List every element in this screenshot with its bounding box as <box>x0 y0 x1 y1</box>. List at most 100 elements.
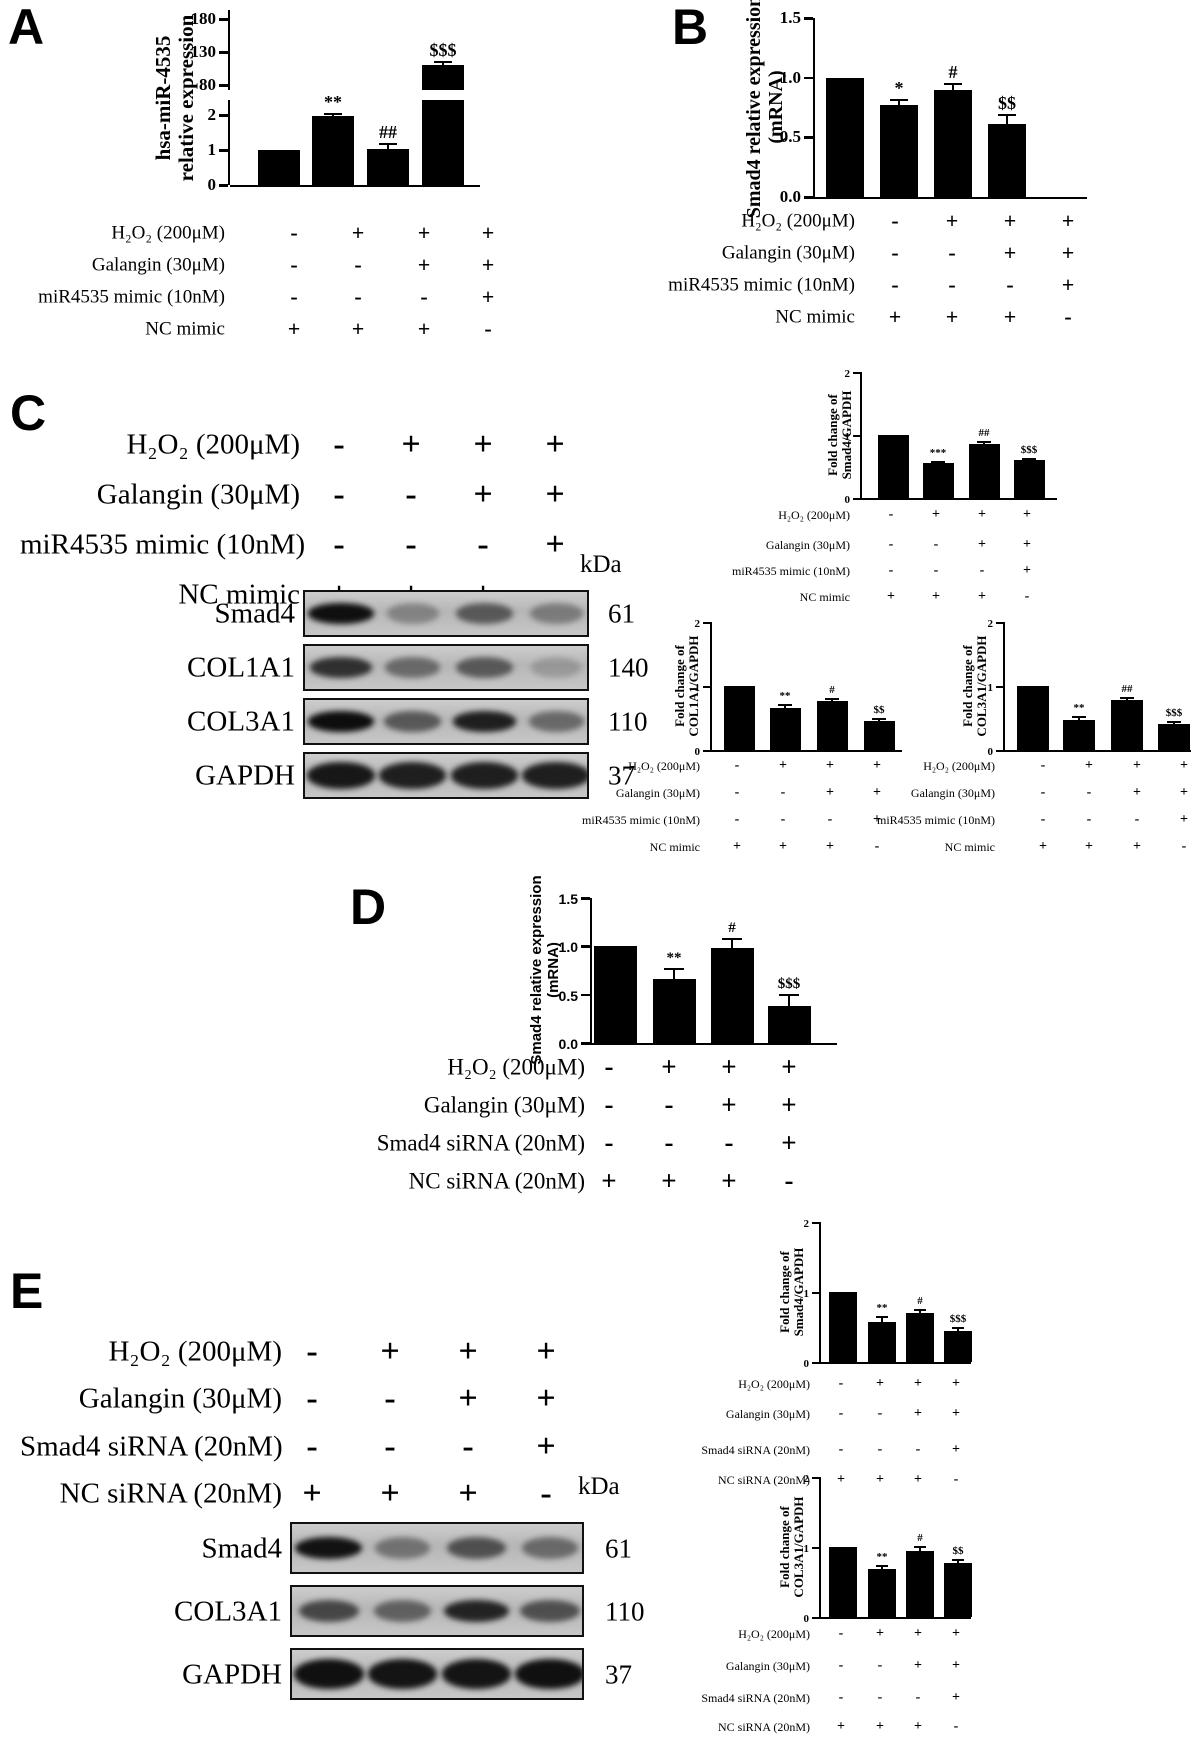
y-axis-tick <box>804 136 813 139</box>
bar <box>906 1550 934 1617</box>
treatment-label: NC siRNA (20nM) <box>408 1168 585 1194</box>
y-axis-tick <box>812 1546 819 1549</box>
error-bar <box>952 83 954 90</box>
error-bar-cap <box>1166 721 1182 724</box>
panel-e-kda-header: kDa <box>578 1473 620 1500</box>
treatment-sign: + <box>952 1376 960 1391</box>
blot-protein-label: Smad4 <box>214 597 295 630</box>
y-axis-tick <box>996 685 1003 688</box>
y-axis-tick-label: 2 <box>694 618 701 630</box>
treatment-sign: - <box>604 1089 614 1120</box>
treatment-sign: + <box>545 526 565 563</box>
error-bar-cap <box>1119 697 1135 700</box>
treatment-label: NC siRNA (20nM) <box>717 1720 810 1734</box>
treatment-label: Smad4 siRNA (20nM) <box>701 1691 810 1705</box>
error-bar <box>898 100 900 106</box>
y-axis-tick-label: 1 <box>207 140 217 159</box>
treatment-sign: + <box>1085 758 1093 773</box>
bar <box>422 100 464 185</box>
treatment-label: Galangin (30μM) <box>910 786 995 800</box>
treatment-sign: + <box>721 1165 737 1196</box>
error-bar-cap <box>931 461 945 464</box>
blot-protein-label: GAPDH <box>182 1658 282 1690</box>
y-axis-tick-label: 1.0 <box>558 939 578 956</box>
y-axis-tick-label: 0 <box>803 1613 810 1625</box>
treatment-label: NC mimic <box>145 318 225 340</box>
y-axis-tick-label: 0 <box>694 746 701 758</box>
treatment-label: miR4535 mimic (10nM) <box>582 813 700 827</box>
panel-d-bar-chart: 0.0 0.5 1.0 1.5 ** # $$$ <box>559 892 837 1051</box>
treatment-sign: + <box>876 1626 884 1641</box>
protein-band <box>308 711 374 732</box>
treatment-sign: - <box>734 758 740 773</box>
panel-e-smad4-chart: 0 1 2 ** # $$$ <box>804 1219 972 1370</box>
treatment-label: Galangin (30μM) <box>725 1407 810 1421</box>
treatment-sign: + <box>351 316 365 341</box>
treatment-sign: - <box>333 526 345 563</box>
treatment-sign: + <box>287 316 301 341</box>
treatment-label: H₂O₂ (200μM) <box>738 1627 810 1641</box>
significance-mark: # <box>948 61 958 82</box>
panel-a-label: A <box>8 0 45 55</box>
treatment-sign: + <box>601 1165 617 1196</box>
treatment-sign: + <box>1003 240 1017 265</box>
treatment-sign: + <box>1133 785 1141 800</box>
treatment-sign: - <box>780 785 786 800</box>
significance-mark: $$$ <box>429 39 457 60</box>
kda-value: 61 <box>608 598 635 629</box>
treatment-sign: - <box>838 1690 844 1705</box>
treatment-sign: + <box>1023 563 1031 578</box>
panel-c-smad4-chart-table: H₂O₂ (200μM) - + + + Galangin (30μM) - - + + miR45… <box>690 503 1090 608</box>
treatment-sign: + <box>914 1472 922 1487</box>
y-axis-tick <box>812 1476 819 1479</box>
treatment-sign: - <box>1064 304 1072 329</box>
treatment-sign: + <box>721 1051 737 1082</box>
panel-b-bar-chart: 0.0 0.5 1.0 1.5 * # $$ <box>780 9 1087 205</box>
panel-c-kda-header: kDa <box>580 551 622 578</box>
error-bar-cap <box>324 112 342 115</box>
treatment-sign: - <box>354 284 362 309</box>
blot-strip <box>303 590 589 637</box>
y-axis-tick <box>812 1221 819 1224</box>
treatment-sign: + <box>1039 839 1047 854</box>
y-axis-tick-label: 180 <box>190 9 217 28</box>
panel-c-smad4-chart: 0 1 2 *** ## $$$ <box>845 369 1057 506</box>
treatment-sign: - <box>604 1127 614 1158</box>
bar <box>1013 460 1045 498</box>
bar <box>829 1547 857 1617</box>
treatment-label: Smad4 siRNA (20nM) <box>20 1430 283 1463</box>
treatment-sign: + <box>545 426 565 463</box>
treatment-label: NC mimic <box>178 578 300 611</box>
protein-band <box>529 603 583 624</box>
protein-band <box>386 603 439 624</box>
error-bar <box>1006 114 1008 125</box>
treatment-sign: + <box>1003 304 1017 329</box>
panel-a-bar-chart: 0 1 2 80 130 180 ** ## $$$ <box>191 10 480 193</box>
panel-e-col3a1-chart: 0 1 2 ** # $$ <box>804 1474 972 1625</box>
y-axis-tick-label: 2 <box>207 105 217 124</box>
treatment-sign: + <box>417 252 431 277</box>
error-bar-cap <box>872 717 886 720</box>
panel-a-treatment-table: H₂O₂ (200μM) - + + + Galangin (30μM) - - + + miR45… <box>30 218 530 348</box>
y-axis-tick <box>219 149 228 152</box>
significance-mark: # <box>829 683 835 696</box>
treatment-sign: + <box>473 426 493 463</box>
protein-band <box>384 711 442 732</box>
panel-e-treatment-table: H₂O₂ (200μM) - + + + Galangin (30μM) - - + + Smad4… <box>20 1330 600 1520</box>
y-axis-tick-label: 2 <box>803 1473 810 1485</box>
y-axis-tick-label: 1 <box>694 682 701 694</box>
treatment-label: miR4535 mimic (10nM) <box>732 564 850 578</box>
treatment-sign: + <box>837 1472 845 1487</box>
error-bar-cap <box>875 1564 889 1567</box>
treatment-sign: + <box>380 1475 400 1512</box>
significance-mark: $$$ <box>949 1313 967 1326</box>
treatment-sign: + <box>661 1051 677 1082</box>
y-axis-tick <box>804 196 813 199</box>
y-axis-tick-label: 1 <box>803 1288 810 1300</box>
y-axis-tick <box>581 1042 590 1045</box>
treatment-sign: + <box>1003 208 1017 233</box>
treatment-sign: + <box>779 758 787 773</box>
y-axis-tick-label: 1 <box>803 1543 810 1555</box>
y-axis-tick <box>996 749 1003 752</box>
treatment-sign: - <box>953 1472 959 1487</box>
